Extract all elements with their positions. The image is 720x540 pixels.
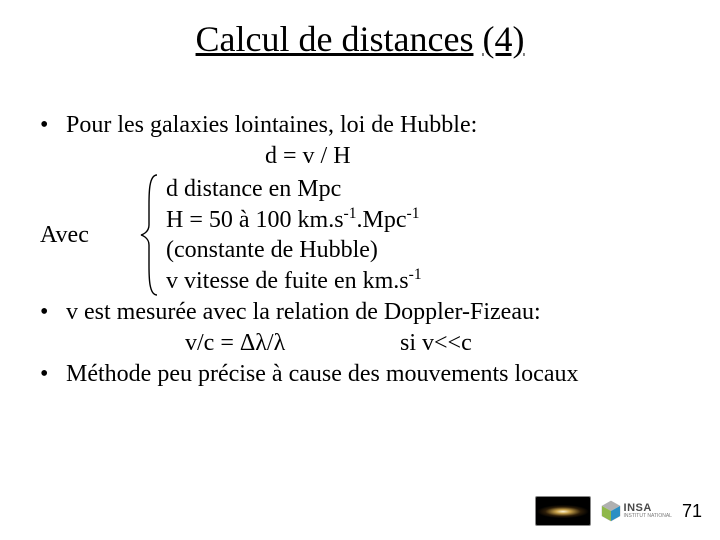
bullet-2: • v est mesurée avec la relation de Dopp… <box>40 297 680 328</box>
equation-2-right: si v<<c <box>400 328 472 359</box>
avec-line-1: d distance en Mpc <box>166 174 680 205</box>
slide-title: Calcul de distances (4) <box>0 0 720 60</box>
avec-l2-pre: H = 50 à 100 km.s <box>166 207 344 233</box>
avec-line-3: (constante de Hubble) <box>166 235 680 266</box>
equation-1: d = v / H <box>265 141 680 172</box>
avec-l4-sup: -1 <box>409 266 422 283</box>
avec-block: Avec d distance en Mpc H = 50 à 100 km.s… <box>40 173 680 297</box>
bullet-3-text: Méthode peu précise à cause des mouvemen… <box>66 359 680 390</box>
bullet-1-text: Pour les galaxies lointaines, loi de Hub… <box>66 110 680 141</box>
avec-l2-mid: .Mpc <box>357 207 407 233</box>
title-suffix: (4) <box>482 19 524 59</box>
avec-l4-pre: v vitesse de fuite en km.s <box>166 268 409 294</box>
avec-label: Avec <box>40 220 134 251</box>
avec-l2-sup1: -1 <box>344 205 357 222</box>
insa-text: INSA INSTITUT NATIONAL <box>624 504 672 518</box>
avec-l2-sup2: -1 <box>407 205 420 222</box>
insa-logo: INSA INSTITUT NATIONAL <box>601 500 672 522</box>
equation-2-left: v/c = Δλ/λ <box>185 328 400 359</box>
avec-lines: d distance en Mpc H = 50 à 100 km.s-1.Mp… <box>166 174 680 297</box>
avec-line-2: H = 50 à 100 km.s-1.Mpc-1 <box>166 205 680 236</box>
insa-subtext: INSTITUT NATIONAL <box>624 514 672 518</box>
slide-body: • Pour les galaxies lointaines, loi de H… <box>40 110 680 390</box>
bullet-icon: • <box>40 297 66 328</box>
brace-icon <box>134 173 166 297</box>
bullet-icon: • <box>40 359 66 390</box>
slide: Calcul de distances (4) • Pour les galax… <box>0 0 720 540</box>
bullet-1: • Pour les galaxies lointaines, loi de H… <box>40 110 680 141</box>
footer: INSA INSTITUT NATIONAL 71 <box>535 496 702 526</box>
bullet-3: • Méthode peu précise à cause des mouvem… <box>40 359 680 390</box>
title-main: Calcul de distances <box>196 19 474 59</box>
galaxy-thumbnail-icon <box>535 496 591 526</box>
bullet-icon: • <box>40 110 66 141</box>
bullet-2-text: v est mesurée avec la relation de Dopple… <box>66 297 680 328</box>
insa-hex-icon <box>601 500 621 522</box>
avec-line-4: v vitesse de fuite en km.s-1 <box>166 266 680 297</box>
page-number: 71 <box>682 501 702 522</box>
equation-2: v/c = Δλ/λ si v<<c <box>40 328 680 359</box>
